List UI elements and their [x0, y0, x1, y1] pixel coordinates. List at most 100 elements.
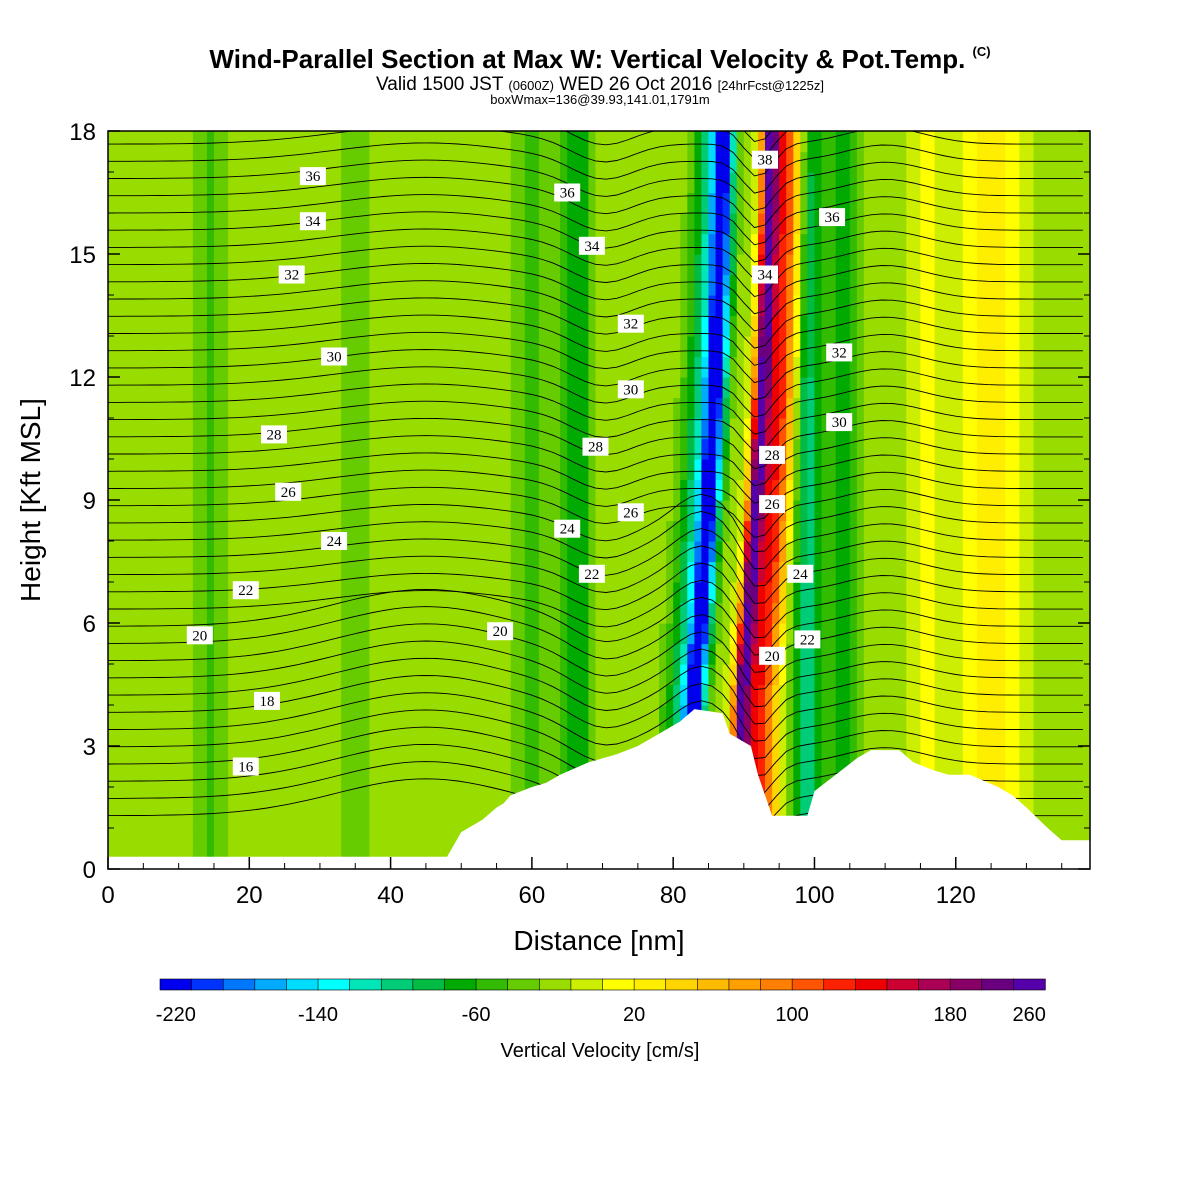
w-cell [143, 807, 151, 829]
w-cell [1019, 705, 1028, 727]
w-cell [263, 213, 272, 235]
w-cell [150, 295, 159, 317]
w-cell [277, 254, 286, 276]
w-cell [468, 561, 476, 583]
w-cell [1005, 561, 1013, 583]
w-cell [376, 254, 385, 276]
w-cell [517, 602, 526, 624]
w-cell [143, 479, 151, 501]
w-cell [998, 602, 1006, 624]
w-cell [913, 664, 922, 686]
w-cell [743, 274, 752, 296]
w-cell [913, 459, 922, 481]
w-cell [687, 172, 695, 194]
w-cell [199, 131, 208, 153]
w-cell [143, 459, 151, 481]
w-cell [334, 438, 342, 460]
w-cell [793, 172, 801, 194]
w-cell [291, 131, 300, 153]
w-cell [1026, 520, 1035, 542]
w-cell [708, 500, 717, 522]
w-cell [447, 602, 455, 624]
w-cell [560, 725, 568, 747]
w-cell [567, 418, 575, 440]
w-cell [157, 541, 166, 563]
w-cell [1019, 766, 1028, 788]
w-cell [510, 213, 519, 235]
w-cell [115, 787, 123, 809]
w-cell [305, 377, 314, 399]
w-cell [122, 561, 130, 583]
w-cell [623, 459, 632, 481]
w-cell [595, 582, 604, 604]
w-cell [475, 561, 484, 583]
w-cell [680, 356, 688, 378]
w-cell [892, 684, 900, 706]
w-cell [348, 787, 356, 809]
w-cell [779, 684, 787, 706]
w-cell [298, 602, 307, 624]
w-cell [185, 582, 194, 604]
w-cell [1082, 151, 1090, 173]
w-cell [221, 172, 229, 194]
w-cell [482, 520, 491, 542]
w-cell [1026, 766, 1035, 788]
w-cell [927, 520, 936, 542]
w-cell [517, 438, 526, 460]
w-cell [531, 233, 540, 255]
w-cell [214, 151, 222, 173]
w-cell [574, 438, 582, 460]
w-cell [284, 725, 293, 747]
w-cell [418, 582, 427, 604]
w-cell [115, 418, 123, 440]
w-cell [955, 274, 964, 296]
w-cell [652, 643, 660, 665]
w-cell [319, 377, 328, 399]
w-cell [842, 582, 851, 604]
w-cell [772, 254, 780, 276]
w-cell [1054, 787, 1063, 809]
w-cell [623, 479, 632, 501]
w-cell [461, 500, 469, 522]
w-cell [1082, 418, 1090, 440]
w-cell [341, 151, 349, 173]
w-cell [708, 479, 717, 501]
w-cell [136, 131, 144, 153]
w-cell [319, 725, 328, 747]
w-cell [1033, 295, 1042, 317]
w-cell [531, 725, 540, 747]
w-cell [750, 274, 759, 296]
w-cell [461, 274, 469, 296]
w-cell [913, 684, 922, 706]
w-cell [913, 172, 922, 194]
w-cell [164, 705, 173, 727]
w-cell [192, 213, 201, 235]
w-cell [291, 684, 300, 706]
w-cell [489, 438, 498, 460]
w-cell [680, 151, 688, 173]
w-cell [228, 520, 236, 542]
w-cell [1082, 705, 1090, 727]
w-cell [553, 684, 561, 706]
w-cell [214, 541, 222, 563]
w-cell [447, 459, 455, 481]
w-cell [1012, 582, 1020, 604]
w-cell [475, 459, 484, 481]
w-cell [630, 684, 639, 706]
w-cell [821, 377, 830, 399]
w-cell [319, 561, 328, 583]
w-cell [136, 192, 144, 214]
w-cell [969, 356, 978, 378]
w-cell [955, 500, 964, 522]
w-cell [1040, 397, 1049, 419]
w-cell [397, 766, 406, 788]
w-cell [404, 541, 413, 563]
w-cell [680, 684, 688, 706]
w-cell [270, 725, 279, 747]
w-cell [524, 131, 533, 153]
w-cell [341, 725, 349, 747]
w-cell [998, 582, 1006, 604]
w-cell [574, 684, 582, 706]
w-cell [150, 418, 159, 440]
w-cell [221, 315, 229, 337]
